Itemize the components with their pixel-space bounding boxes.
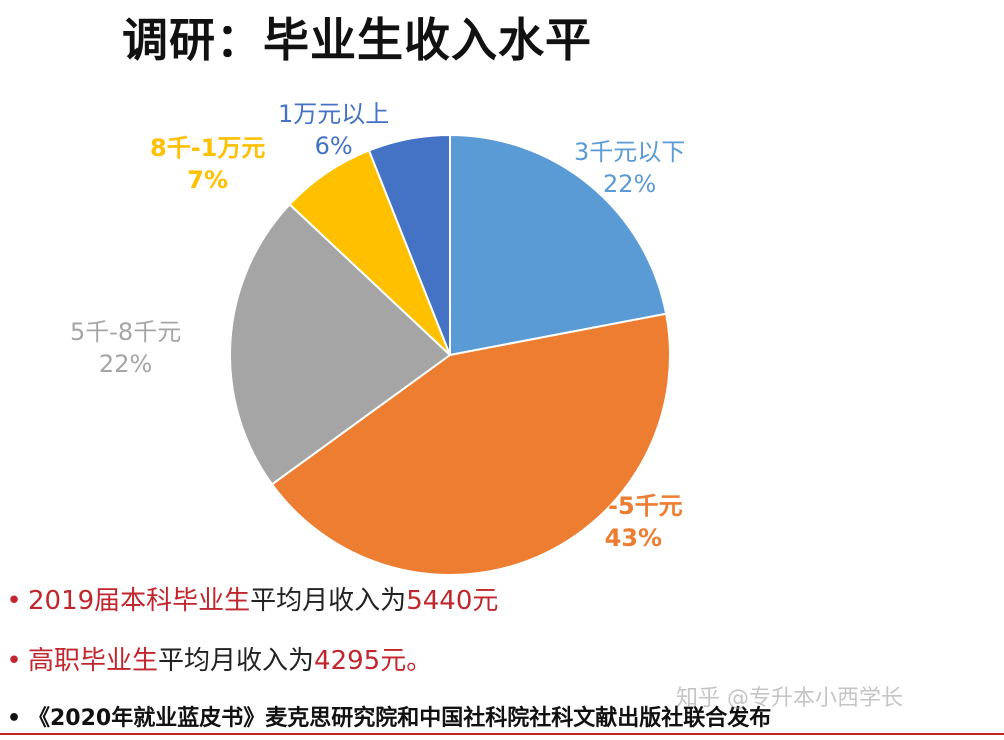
pie-label-name: 8千-1万元 [150,134,266,162]
bullet-source: • 《2020年就业蓝皮书》麦克思研究院和中国社科院社科文献出版社联合发布 [0,700,771,732]
pie-label-pct: 22% [602,170,657,198]
pie-slice-0 [449,133,668,357]
bullet-text: 平均月收入为 [158,646,315,676]
pie-label-1: 千-5千元 43% [584,490,683,554]
bullet-highlight: 高职毕业生 [28,646,159,676]
bullet-text: 平均月收入为 [250,586,407,616]
bullet-amount: 4295元。 [314,646,433,676]
pie-label-pct: 43% [604,524,663,552]
pie-label-4: 1万元以上 6% [278,98,389,162]
bullet-dot: • [6,646,22,676]
bullet-dot: • [6,706,22,731]
pie-label-3: 8千-1万元 7% [150,132,265,196]
bullet-highlight: 2019届本科毕业生 [28,586,251,616]
pie-label-pct: 7% [187,166,229,194]
pie-label-0: 3千元以下 22% [574,136,685,200]
pie-label-name: 1万元以上 [278,100,390,128]
pie-label-name: 3千元以下 [574,138,686,166]
slide-title: 调研：毕业生收入水平 [122,13,592,67]
watermark: 知乎 @专升本小西学长 [676,686,903,711]
pie-slice-1 [270,312,671,576]
bottom-divider [0,733,1004,735]
pie-label-pct: 22% [98,350,153,378]
pie-label-2: 5千-8千元 22% [70,316,181,380]
bullet-undergrad-income: • 2019届本科毕业生平均月收入为5440元 [0,580,498,617]
bullet-amount: 5440元 [406,586,499,616]
pie-label-name: 千-5千元 [584,492,683,520]
pie-label-name: 5千-8千元 [70,318,182,346]
pie-slice-4 [367,133,451,356]
pie-label-pct: 6% [314,132,353,160]
bullet-dot: • [6,586,22,616]
bullet-vocational-income: • 高职毕业生平均月收入为4295元。 [0,640,432,677]
pie-slice-2 [229,202,452,486]
bullet-source-text: 《2020年就业蓝皮书》麦克思研究院和中国社科院社科文献出版社联合发布 [28,706,772,731]
